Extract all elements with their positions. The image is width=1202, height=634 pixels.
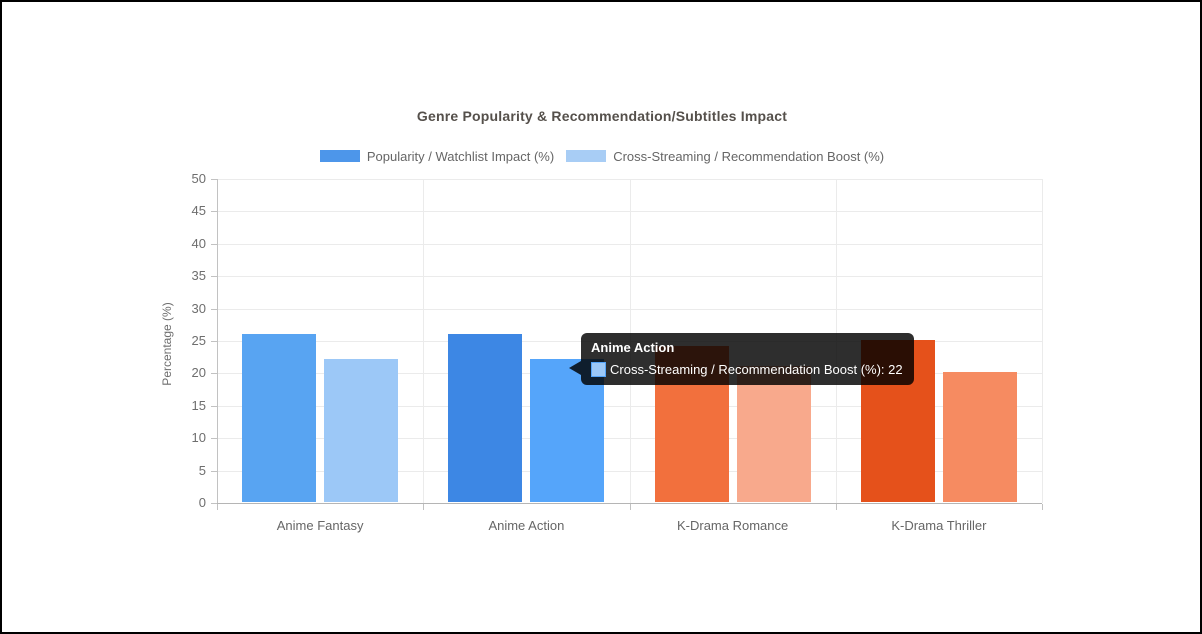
y-tickmark xyxy=(211,405,217,407)
gridline xyxy=(217,211,1042,213)
x-tick-label: K-Drama Romance xyxy=(676,518,789,533)
x-tick-label: Anime Fantasy xyxy=(276,518,364,533)
legend-swatch-icon xyxy=(566,150,607,162)
x-tick-label: Anime Action xyxy=(488,518,565,533)
y-tickmark xyxy=(211,470,217,472)
y-tickmark xyxy=(211,503,217,504)
y-axis-line xyxy=(217,179,218,503)
bar-anime-fantasy-series1[interactable] xyxy=(242,333,317,502)
y-tickmark xyxy=(211,211,217,213)
chart-title: Genre Popularity & Recommendation/Subtit… xyxy=(416,108,788,124)
chart-legend: Popularity / Watchlist Impact (%) Cross-S… xyxy=(2,146,1202,166)
y-tick-label: 5 xyxy=(198,462,206,478)
tooltip-title: Anime Action xyxy=(591,340,675,355)
y-tick-label: 15 xyxy=(191,397,206,413)
x-tickmark xyxy=(423,504,424,510)
tooltip-body: Cross-Streaming / Recommendation Boost (… xyxy=(591,362,903,377)
x-tickmark xyxy=(836,504,837,510)
legend-item-cross-streaming-recommendation-boost[interactable]: Cross-Streaming / Recommendation Boost (… xyxy=(566,149,884,164)
bar-k-drama-romance-series2[interactable] xyxy=(736,365,811,502)
legend-label: Popularity / Watchlist Impact (%) xyxy=(366,148,555,164)
x-tickmark xyxy=(1042,504,1043,510)
y-tick-label: 10 xyxy=(191,430,206,446)
chart-tooltip: Anime Action Cross-Streaming / Recommend… xyxy=(569,333,914,385)
x-axis-line xyxy=(217,503,1042,504)
gridline xyxy=(217,179,1042,180)
tooltip-series-swatch xyxy=(591,362,606,377)
legend-label: Cross-Streaming / Recommendation Boost (… xyxy=(613,148,885,164)
x-tickmark xyxy=(630,504,631,510)
y-tickmark xyxy=(211,308,217,310)
y-tick-label: 25 xyxy=(191,333,206,348)
gridline xyxy=(217,438,1042,440)
y-tick-label: 35 xyxy=(191,268,206,284)
legend-swatch-icon xyxy=(319,150,360,162)
y-tick-label: 20 xyxy=(191,365,206,381)
y-tick-label: 50 xyxy=(191,171,206,186)
bar-anime-fantasy-series2[interactable] xyxy=(324,359,399,502)
gridline xyxy=(217,308,1042,310)
legend-item-popularity-watchlist-impact[interactable]: Popularity / Watchlist Impact (%) xyxy=(319,148,555,164)
y-tick-label: 0 xyxy=(198,495,206,510)
gridline xyxy=(423,179,424,503)
gridline xyxy=(1042,179,1043,503)
gridline xyxy=(217,405,1042,407)
gridline xyxy=(217,243,1042,245)
y-tickmark xyxy=(211,373,217,375)
bar-anime-action-series1[interactable] xyxy=(448,333,523,502)
y-tick-label: 45 xyxy=(191,203,206,219)
y-tickmark xyxy=(211,438,217,440)
y-tickmark xyxy=(211,243,217,245)
gridline xyxy=(217,276,1042,278)
y-tickmark xyxy=(211,276,217,278)
tooltip-caret-icon xyxy=(569,361,581,375)
tooltip-label: Cross-Streaming / Recommendation Boost (… xyxy=(610,362,903,377)
y-tick-label: 40 xyxy=(191,235,206,251)
bar-k-drama-thriller-series2[interactable] xyxy=(942,372,1017,502)
y-tick-label: 30 xyxy=(191,300,206,316)
y-tickmark xyxy=(211,179,217,180)
x-tick-label: K-Drama Thriller xyxy=(891,518,987,533)
gridline xyxy=(217,470,1042,472)
x-tickmark xyxy=(217,504,218,510)
y-tickmark xyxy=(211,341,217,342)
